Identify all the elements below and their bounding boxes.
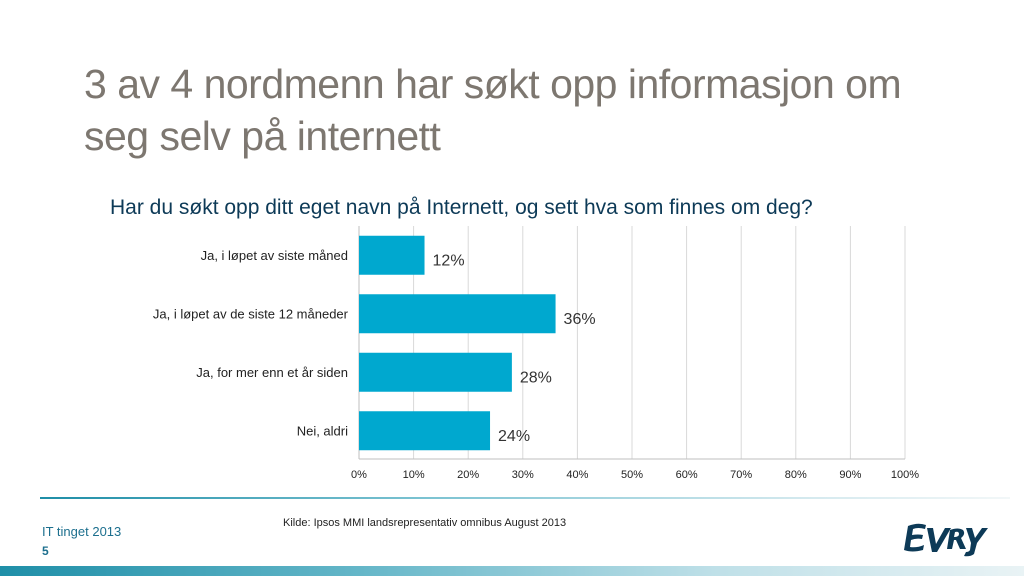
category-label: Ja, i løpet av de siste 12 måneder <box>153 306 349 321</box>
x-tick-label: 100% <box>891 469 919 481</box>
data-label: 12% <box>433 252 465 269</box>
bar-3 <box>359 352 512 392</box>
bar-1 <box>359 235 425 275</box>
data-label: 24% <box>498 428 530 445</box>
chart-title: Har du søkt opp ditt eget navn på Intern… <box>110 196 813 219</box>
source-note: Kilde: Ipsos MMI landsrepresentativ omni… <box>283 517 567 529</box>
slide-title: 3 av 4 nordmenn har søkt opp informasjon… <box>84 61 902 159</box>
category-label: Ja, i løpet av siste måned <box>201 248 348 263</box>
event-name: IT tinget 2013 <box>42 524 122 539</box>
data-label: 28% <box>520 369 552 386</box>
category-label: Ja, for mer enn et år siden <box>196 365 348 380</box>
bar-2 <box>359 294 556 334</box>
x-tick-label: 70% <box>730 469 752 481</box>
x-tick-label: 40% <box>566 469 588 481</box>
footer-color-band <box>0 566 1024 576</box>
x-tick-label: 10% <box>403 469 425 481</box>
x-tick-label: 20% <box>457 469 479 481</box>
x-tick-label: 90% <box>839 469 861 481</box>
x-tick-label: 0% <box>351 469 367 481</box>
footer-divider <box>40 497 1010 499</box>
evry-logo <box>904 523 988 557</box>
page-number: 5 <box>42 544 49 558</box>
x-tick-label: 60% <box>676 469 698 481</box>
x-tick-label: 80% <box>785 469 807 481</box>
data-label: 36% <box>564 311 596 328</box>
x-tick-label: 50% <box>621 469 643 481</box>
bar-4 <box>359 411 491 451</box>
category-label: Nei, aldri <box>297 423 348 438</box>
x-tick-label: 30% <box>512 469 534 481</box>
